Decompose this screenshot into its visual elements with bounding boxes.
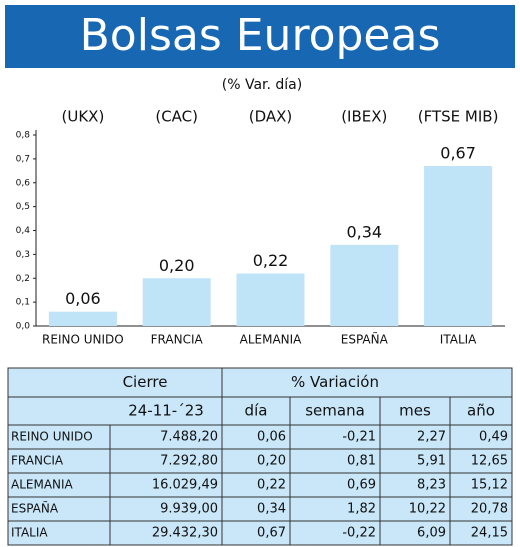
table-header: Cierre xyxy=(123,373,168,391)
table-cell: 12,65 xyxy=(471,454,508,469)
table-cell: 16.029,49 xyxy=(152,478,218,493)
value-label: 0,06 xyxy=(65,289,101,308)
chart-subtitle: (% Var. día) xyxy=(222,77,302,93)
table-cell: 6,09 xyxy=(417,526,446,541)
table-cell: 0,49 xyxy=(479,430,508,445)
table-cell: 0,20 xyxy=(257,454,286,469)
y-tick-label: 0,5 xyxy=(16,202,30,212)
table-cell: 20,78 xyxy=(471,502,508,517)
x-tick-label: ITALIA xyxy=(440,333,477,347)
table-cell: 0,34 xyxy=(257,502,286,517)
table-row-label: ESPAÑA xyxy=(11,501,59,516)
table-cell: 24,15 xyxy=(471,526,508,541)
table-cell: 29.432,30 xyxy=(152,526,218,541)
table-subheader: 24-11-´23 xyxy=(128,402,204,420)
table-cell: 5,91 xyxy=(417,454,446,469)
bar xyxy=(142,278,211,326)
y-tick-label: 0,6 xyxy=(16,178,31,188)
y-tick-label: 0,7 xyxy=(16,154,30,164)
ticker-label: (DAX) xyxy=(249,108,293,126)
title-banner xyxy=(5,5,515,68)
ticker-label: (CAC) xyxy=(155,108,198,126)
table-cell: 10,22 xyxy=(409,502,446,517)
bar xyxy=(424,166,493,326)
table-subheader: día xyxy=(245,402,268,420)
bar xyxy=(48,311,117,326)
table-cell: 0,69 xyxy=(347,478,376,493)
table-cell: 0,22 xyxy=(257,478,286,493)
ticker-label: (IBEX) xyxy=(341,108,387,126)
x-tick-label: REINO UNIDO xyxy=(42,333,124,347)
table-row-label: FRANCIA xyxy=(11,454,64,468)
table-cell: 0,06 xyxy=(257,430,286,445)
table-cell: 0,81 xyxy=(347,454,376,469)
y-tick-label: 0,2 xyxy=(16,274,30,284)
table-cell: 15,12 xyxy=(471,478,508,493)
x-tick-label: ALEMANIA xyxy=(240,333,303,347)
y-tick-label: 0,1 xyxy=(16,298,30,308)
y-tick-label: 0,0 xyxy=(16,322,31,332)
table-header: % Variación xyxy=(291,373,379,391)
table-subheader: mes xyxy=(399,402,431,420)
bar xyxy=(330,244,399,326)
table-row-label: ALEMANIA xyxy=(11,478,74,492)
table-row-label: REINO UNIDO xyxy=(11,430,93,444)
table-subheader: semana xyxy=(305,402,365,420)
value-label: 0,22 xyxy=(253,251,289,270)
table-cell: 0,67 xyxy=(257,526,286,541)
table-cell: 8,23 xyxy=(417,478,446,493)
bar xyxy=(236,273,305,326)
ticker-label: (UKX) xyxy=(62,108,105,126)
chart-title: Bolsas Europeas xyxy=(80,10,441,61)
value-label: 0,34 xyxy=(346,222,382,241)
table-subheader: año xyxy=(467,402,495,420)
table-cell: 2,27 xyxy=(417,430,446,445)
table-cell: -0,21 xyxy=(342,430,376,445)
ticker-label: (FTSE MIB) xyxy=(418,108,499,126)
table-cell: 7.292,80 xyxy=(160,454,218,469)
table-row-label: ITALIA xyxy=(11,526,48,540)
value-label: 0,67 xyxy=(440,144,476,163)
table-cell: 9.939,00 xyxy=(160,502,218,517)
table-cell: 1,82 xyxy=(347,502,376,517)
table-cell: 7.488,20 xyxy=(160,430,218,445)
y-tick-label: 0,8 xyxy=(16,131,31,141)
x-tick-label: FRANCIA xyxy=(151,333,204,347)
x-tick-label: ESPAÑA xyxy=(341,332,389,347)
y-tick-label: 0,4 xyxy=(16,226,31,236)
y-tick-label: 0,3 xyxy=(16,250,30,260)
table-cell: -0,22 xyxy=(342,526,376,541)
value-label: 0,20 xyxy=(159,256,195,275)
